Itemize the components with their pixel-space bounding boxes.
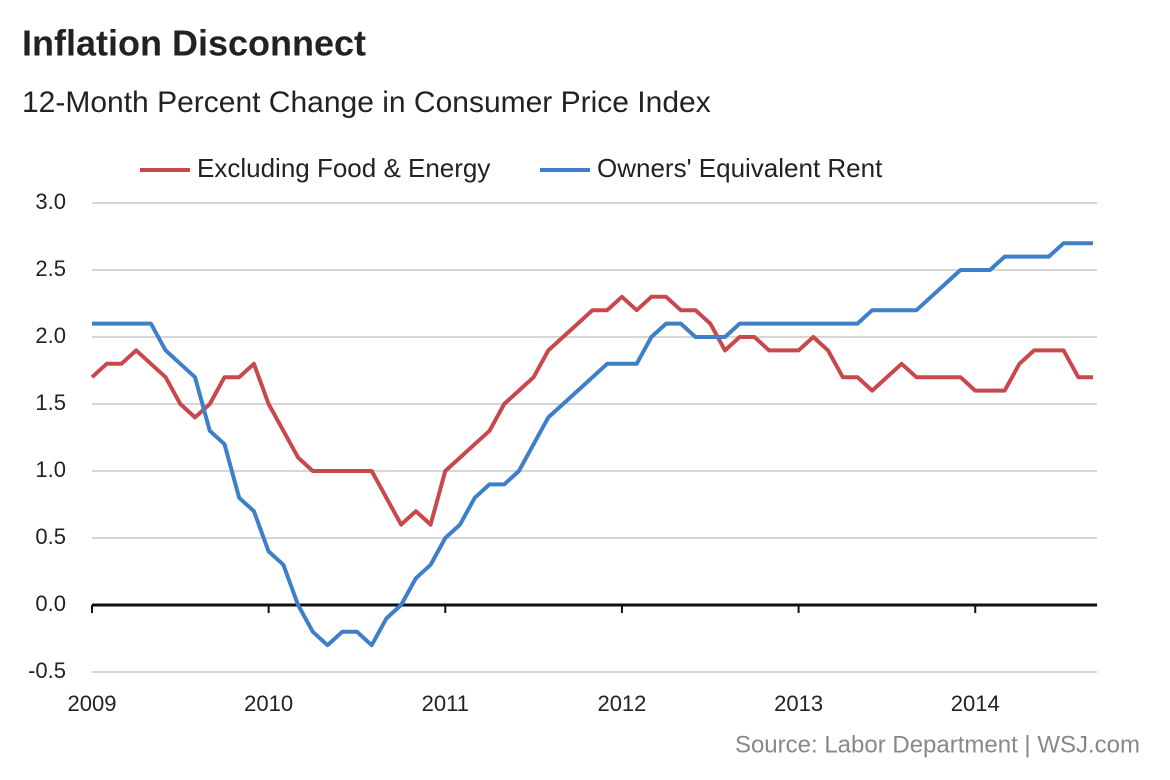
legend-label: Excluding Food & Energy	[197, 153, 490, 183]
series-line	[90, 294, 1093, 527]
y-tick-label: 2.5	[35, 256, 66, 281]
y-tick-label: 0.0	[35, 591, 66, 616]
x-tick-label: 2011	[422, 691, 469, 716]
x-tick-label: 2010	[244, 691, 293, 716]
x-tick-label: 2009	[68, 691, 117, 716]
y-tick-label: 3.0	[35, 189, 66, 214]
chart-title: Inflation Disconnect	[22, 23, 366, 64]
x-tick-label: 2012	[597, 691, 646, 716]
series-line	[92, 241, 1093, 648]
y-tick-label: 1.0	[35, 457, 66, 482]
y-tick-label: 0.5	[35, 524, 66, 549]
y-tick-label: -0.5	[28, 658, 66, 683]
legend-label: Owners' Equivalent Rent	[597, 153, 883, 183]
source: Source: Labor Department | WSJ.com	[735, 731, 1140, 758]
chart-subtitle: 12-Month Percent Change in Consumer Pric…	[22, 86, 711, 119]
y-tick-label: 1.5	[35, 390, 66, 415]
y-tick-label: 2.0	[35, 323, 66, 348]
x-tick-label: 2014	[951, 691, 1000, 716]
x-tick-label: 2013	[774, 691, 823, 716]
